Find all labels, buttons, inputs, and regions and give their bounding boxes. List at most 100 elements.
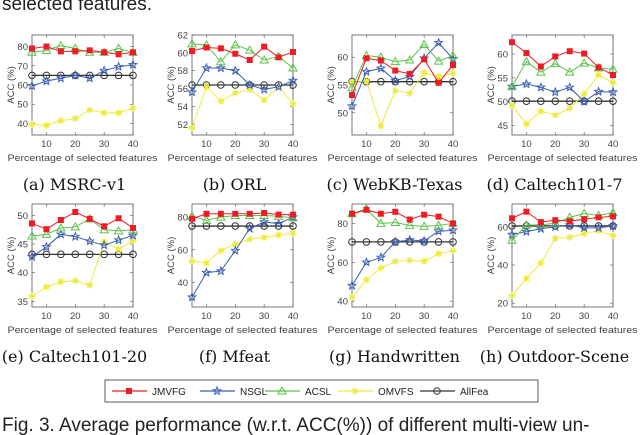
x-tick-label: 10 — [41, 139, 52, 150]
series-nsgl — [506, 78, 619, 107]
data-point — [43, 226, 50, 233]
data-point — [189, 48, 195, 55]
y-tick-label: 40 — [337, 297, 348, 308]
data-point — [202, 83, 210, 91]
data-point — [72, 209, 79, 216]
data-point — [188, 222, 196, 230]
legend-label: ACSL — [305, 387, 332, 398]
data-point — [392, 67, 399, 74]
data-point — [566, 218, 573, 225]
star-icon — [211, 385, 223, 396]
y-tick-label: 20 — [497, 299, 508, 310]
y-tick-label: 40 — [17, 119, 28, 130]
data-point — [201, 215, 212, 224]
data-point — [375, 218, 386, 227]
asterisk-icon — [351, 387, 359, 395]
data-point — [391, 257, 399, 265]
data-point — [29, 220, 35, 227]
subfigure-caption: (d) Caltech101-7 — [487, 175, 623, 194]
data-point — [377, 264, 385, 272]
data-point — [57, 117, 65, 125]
y-tick-label: 80 — [177, 213, 188, 224]
x-tick-label: 30 — [259, 311, 270, 322]
data-point — [420, 69, 428, 77]
legend-item-nsgl: NSGL — [200, 385, 268, 398]
data-point — [115, 51, 122, 58]
data-point — [86, 106, 94, 114]
data-point — [86, 215, 93, 222]
data-point — [100, 109, 108, 117]
data-point — [506, 80, 518, 91]
data-point — [509, 215, 515, 222]
data-point — [346, 280, 358, 291]
data-point — [290, 48, 296, 55]
series-jmvfg — [29, 209, 136, 233]
y-axis-label: ACC (%) — [326, 66, 337, 103]
y-axis-label: ACC (%) — [6, 237, 17, 274]
data-point — [580, 90, 588, 98]
data-point — [55, 72, 67, 83]
x-axis-label: Percentage of selected features — [168, 153, 318, 164]
data-point — [186, 291, 198, 302]
data-point — [260, 222, 268, 230]
data-point — [404, 234, 415, 245]
data-point — [231, 240, 239, 248]
y-tick-label: 60 — [177, 245, 188, 256]
data-point — [449, 77, 457, 86]
x-tick-label: 20 — [70, 311, 81, 322]
data-point — [579, 58, 590, 67]
data-point — [392, 208, 399, 215]
data-point — [448, 50, 458, 60]
legend: JMVFG NSGL ACSL OMVFS AllFea — [104, 379, 539, 403]
data-point — [420, 77, 428, 86]
x-tick-label: 10 — [361, 311, 372, 322]
data-point — [550, 58, 561, 68]
data-point — [260, 81, 268, 89]
data-point — [244, 223, 255, 233]
data-point — [290, 211, 296, 218]
data-point — [113, 234, 124, 245]
data-point — [433, 220, 444, 229]
data-point — [535, 67, 546, 76]
data-point — [435, 213, 442, 220]
data-point — [130, 49, 136, 56]
data-point — [420, 257, 428, 265]
x-tick-label: 10 — [41, 311, 52, 322]
legend-item-acsl: ACSL — [265, 385, 332, 398]
y-tick-label: 40 — [177, 278, 188, 289]
data-point — [260, 96, 268, 104]
data-point — [447, 224, 459, 235]
x-tick-label: 40 — [128, 139, 139, 150]
data-point — [186, 86, 198, 97]
y-tick-label: 45 — [17, 240, 28, 251]
legend-item-omvfs: OMVFS — [338, 387, 414, 398]
data-point — [581, 50, 588, 57]
data-point — [404, 54, 415, 64]
data-point — [230, 39, 241, 49]
data-point — [377, 77, 385, 86]
y-tick-label: 60 — [337, 53, 348, 64]
data-point — [521, 56, 532, 66]
data-point — [129, 237, 137, 245]
data-point — [127, 230, 139, 240]
data-point — [115, 109, 123, 117]
data-point — [26, 80, 38, 91]
x-tick-label: 30 — [579, 139, 590, 150]
data-point — [27, 231, 37, 240]
data-point — [348, 293, 356, 301]
y-tick-label: 80 — [337, 219, 348, 230]
data-point — [26, 251, 38, 262]
legend-label: JMVFG — [152, 387, 186, 398]
data-point — [260, 234, 268, 242]
data-point — [246, 210, 253, 217]
data-point — [129, 71, 137, 80]
data-point — [420, 238, 428, 246]
data-point — [230, 245, 241, 255]
data-point — [129, 250, 137, 259]
data-point — [390, 75, 401, 85]
series-jmvfg — [189, 43, 296, 63]
x-axis-label: Percentage of selected features — [8, 153, 158, 164]
data-point — [377, 122, 385, 130]
